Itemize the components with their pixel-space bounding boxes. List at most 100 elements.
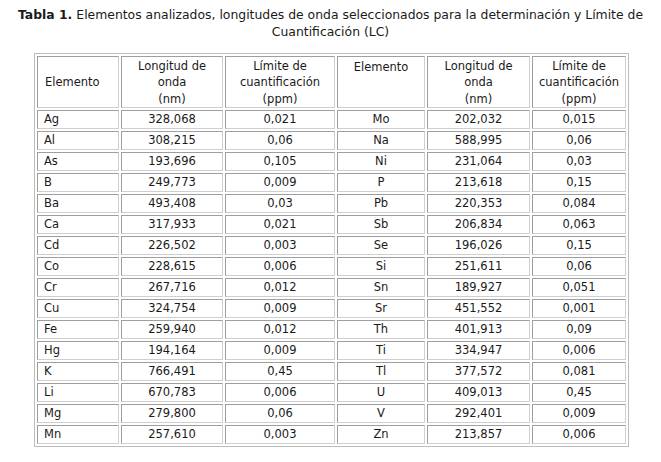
left-wavelength-cell: 279,800	[121, 404, 223, 423]
right-element-cell: Ti	[337, 341, 425, 360]
left-wavelength-cell: 766,491	[121, 362, 223, 381]
right-element-cell: Th	[337, 320, 425, 339]
table-row: Cu324,7540,009Sr451,5520,001	[37, 299, 626, 318]
right-loq-cell: 0,03	[532, 152, 626, 171]
right-element-cell: Ni	[337, 152, 425, 171]
right-element-cell: P	[337, 173, 425, 192]
right-loq-cell: 0,06	[532, 257, 626, 276]
left-loq-cell: 0,012	[225, 320, 335, 339]
right-element-cell: Si	[337, 257, 425, 276]
right-loq-cell: 0,45	[532, 383, 626, 402]
table-row: Ba493,4080,03Pb220,3530,084	[37, 194, 626, 213]
header-element-left: Elemento	[37, 56, 119, 108]
table-caption-label: Tabla 1.	[18, 7, 76, 22]
table-caption-text: Elementos analizados, longitudes de onda…	[76, 7, 643, 39]
left-loq-cell: 0,006	[225, 383, 335, 402]
right-element-cell: Sb	[337, 215, 425, 234]
left-wavelength-cell: 493,408	[121, 194, 223, 213]
right-element-cell: Mo	[337, 110, 425, 129]
right-wavelength-cell: 451,552	[427, 299, 530, 318]
left-loq-cell: 0,06	[225, 404, 335, 423]
left-element-cell: Mg	[37, 404, 119, 423]
left-loq-cell: 0,06	[225, 131, 335, 150]
right-wavelength-cell: 202,032	[427, 110, 530, 129]
right-loq-cell: 0,081	[532, 362, 626, 381]
right-wavelength-cell: 251,611	[427, 257, 530, 276]
right-wavelength-cell: 213,618	[427, 173, 530, 192]
left-wavelength-cell: 324,754	[121, 299, 223, 318]
right-loq-cell: 0,06	[532, 131, 626, 150]
left-element-cell: Co	[37, 257, 119, 276]
left-loq-cell: 0,009	[225, 341, 335, 360]
header-row: Elemento Longitud de onda (nm) Límite de…	[37, 56, 626, 108]
right-loq-cell: 0,084	[532, 194, 626, 213]
left-element-cell: Fe	[37, 320, 119, 339]
table-caption: Tabla 1.Elementos analizados, longitudes…	[0, 0, 661, 40]
header-wavelength-left: Longitud de onda (nm)	[121, 56, 223, 108]
right-loq-cell: 0,006	[532, 341, 626, 360]
table-row: Ca317,9330,021Sb206,8340,063	[37, 215, 626, 234]
left-element-cell: Cd	[37, 236, 119, 255]
left-loq-cell: 0,003	[225, 425, 335, 444]
table-body: Ag328,0680,021Mo202,0320,015Al308,2150,0…	[37, 110, 626, 444]
right-element-cell: Se	[337, 236, 425, 255]
left-wavelength-cell: 670,783	[121, 383, 223, 402]
left-element-cell: As	[37, 152, 119, 171]
left-wavelength-cell: 317,933	[121, 215, 223, 234]
right-loq-cell: 0,009	[532, 404, 626, 423]
left-element-cell: Ba	[37, 194, 119, 213]
left-element-cell: Ag	[37, 110, 119, 129]
left-loq-cell: 0,45	[225, 362, 335, 381]
table-row: Ag328,0680,021Mo202,0320,015	[37, 110, 626, 129]
left-wavelength-cell: 226,502	[121, 236, 223, 255]
left-wavelength-cell: 259,940	[121, 320, 223, 339]
table-row: B249,7730,009P213,6180,15	[37, 173, 626, 192]
right-element-cell: Tl	[337, 362, 425, 381]
table-row: Cd226,5020,003Se196,0260,15	[37, 236, 626, 255]
header-wavelength-right: Longitud de onda (nm)	[427, 56, 530, 108]
right-wavelength-cell: 231,064	[427, 152, 530, 171]
right-wavelength-cell: 196,026	[427, 236, 530, 255]
left-wavelength-cell: 308,215	[121, 131, 223, 150]
elements-table: Elemento Longitud de onda (nm) Límite de…	[34, 53, 629, 447]
left-element-cell: Hg	[37, 341, 119, 360]
left-loq-cell: 0,03	[225, 194, 335, 213]
header-loq-right: Límite de cuantificación (ppm)	[532, 56, 626, 108]
left-element-cell: Li	[37, 383, 119, 402]
right-loq-cell: 0,09	[532, 320, 626, 339]
left-element-cell: Cr	[37, 278, 119, 297]
right-element-cell: Zn	[337, 425, 425, 444]
right-element-cell: V	[337, 404, 425, 423]
right-wavelength-cell: 213,857	[427, 425, 530, 444]
right-loq-cell: 0,15	[532, 173, 626, 192]
right-loq-cell: 0,001	[532, 299, 626, 318]
right-loq-cell: 0,051	[532, 278, 626, 297]
left-loq-cell: 0,021	[225, 110, 335, 129]
right-wavelength-cell: 220,353	[427, 194, 530, 213]
right-wavelength-cell: 401,913	[427, 320, 530, 339]
right-loq-cell: 0,063	[532, 215, 626, 234]
right-loq-cell: 0,006	[532, 425, 626, 444]
left-element-cell: Al	[37, 131, 119, 150]
left-wavelength-cell: 228,615	[121, 257, 223, 276]
table-row: Mg279,8000,06V292,4010,009	[37, 404, 626, 423]
right-element-cell: Pb	[337, 194, 425, 213]
table-row: Co228,6150,006Si251,6110,06	[37, 257, 626, 276]
right-element-cell: Sr	[337, 299, 425, 318]
left-wavelength-cell: 257,610	[121, 425, 223, 444]
left-loq-cell: 0,012	[225, 278, 335, 297]
left-wavelength-cell: 249,773	[121, 173, 223, 192]
left-element-cell: Ca	[37, 215, 119, 234]
table-row: Cr267,7160,012Sn189,9270,051	[37, 278, 626, 297]
right-wavelength-cell: 409,013	[427, 383, 530, 402]
left-loq-cell: 0,006	[225, 257, 335, 276]
right-wavelength-cell: 189,927	[427, 278, 530, 297]
left-loq-cell: 0,105	[225, 152, 335, 171]
table-row: Al308,2150,06Na588,9950,06	[37, 131, 626, 150]
right-element-cell: U	[337, 383, 425, 402]
left-wavelength-cell: 193,696	[121, 152, 223, 171]
left-wavelength-cell: 194,164	[121, 341, 223, 360]
right-element-cell: Sn	[337, 278, 425, 297]
right-wavelength-cell: 334,947	[427, 341, 530, 360]
left-loq-cell: 0,009	[225, 299, 335, 318]
